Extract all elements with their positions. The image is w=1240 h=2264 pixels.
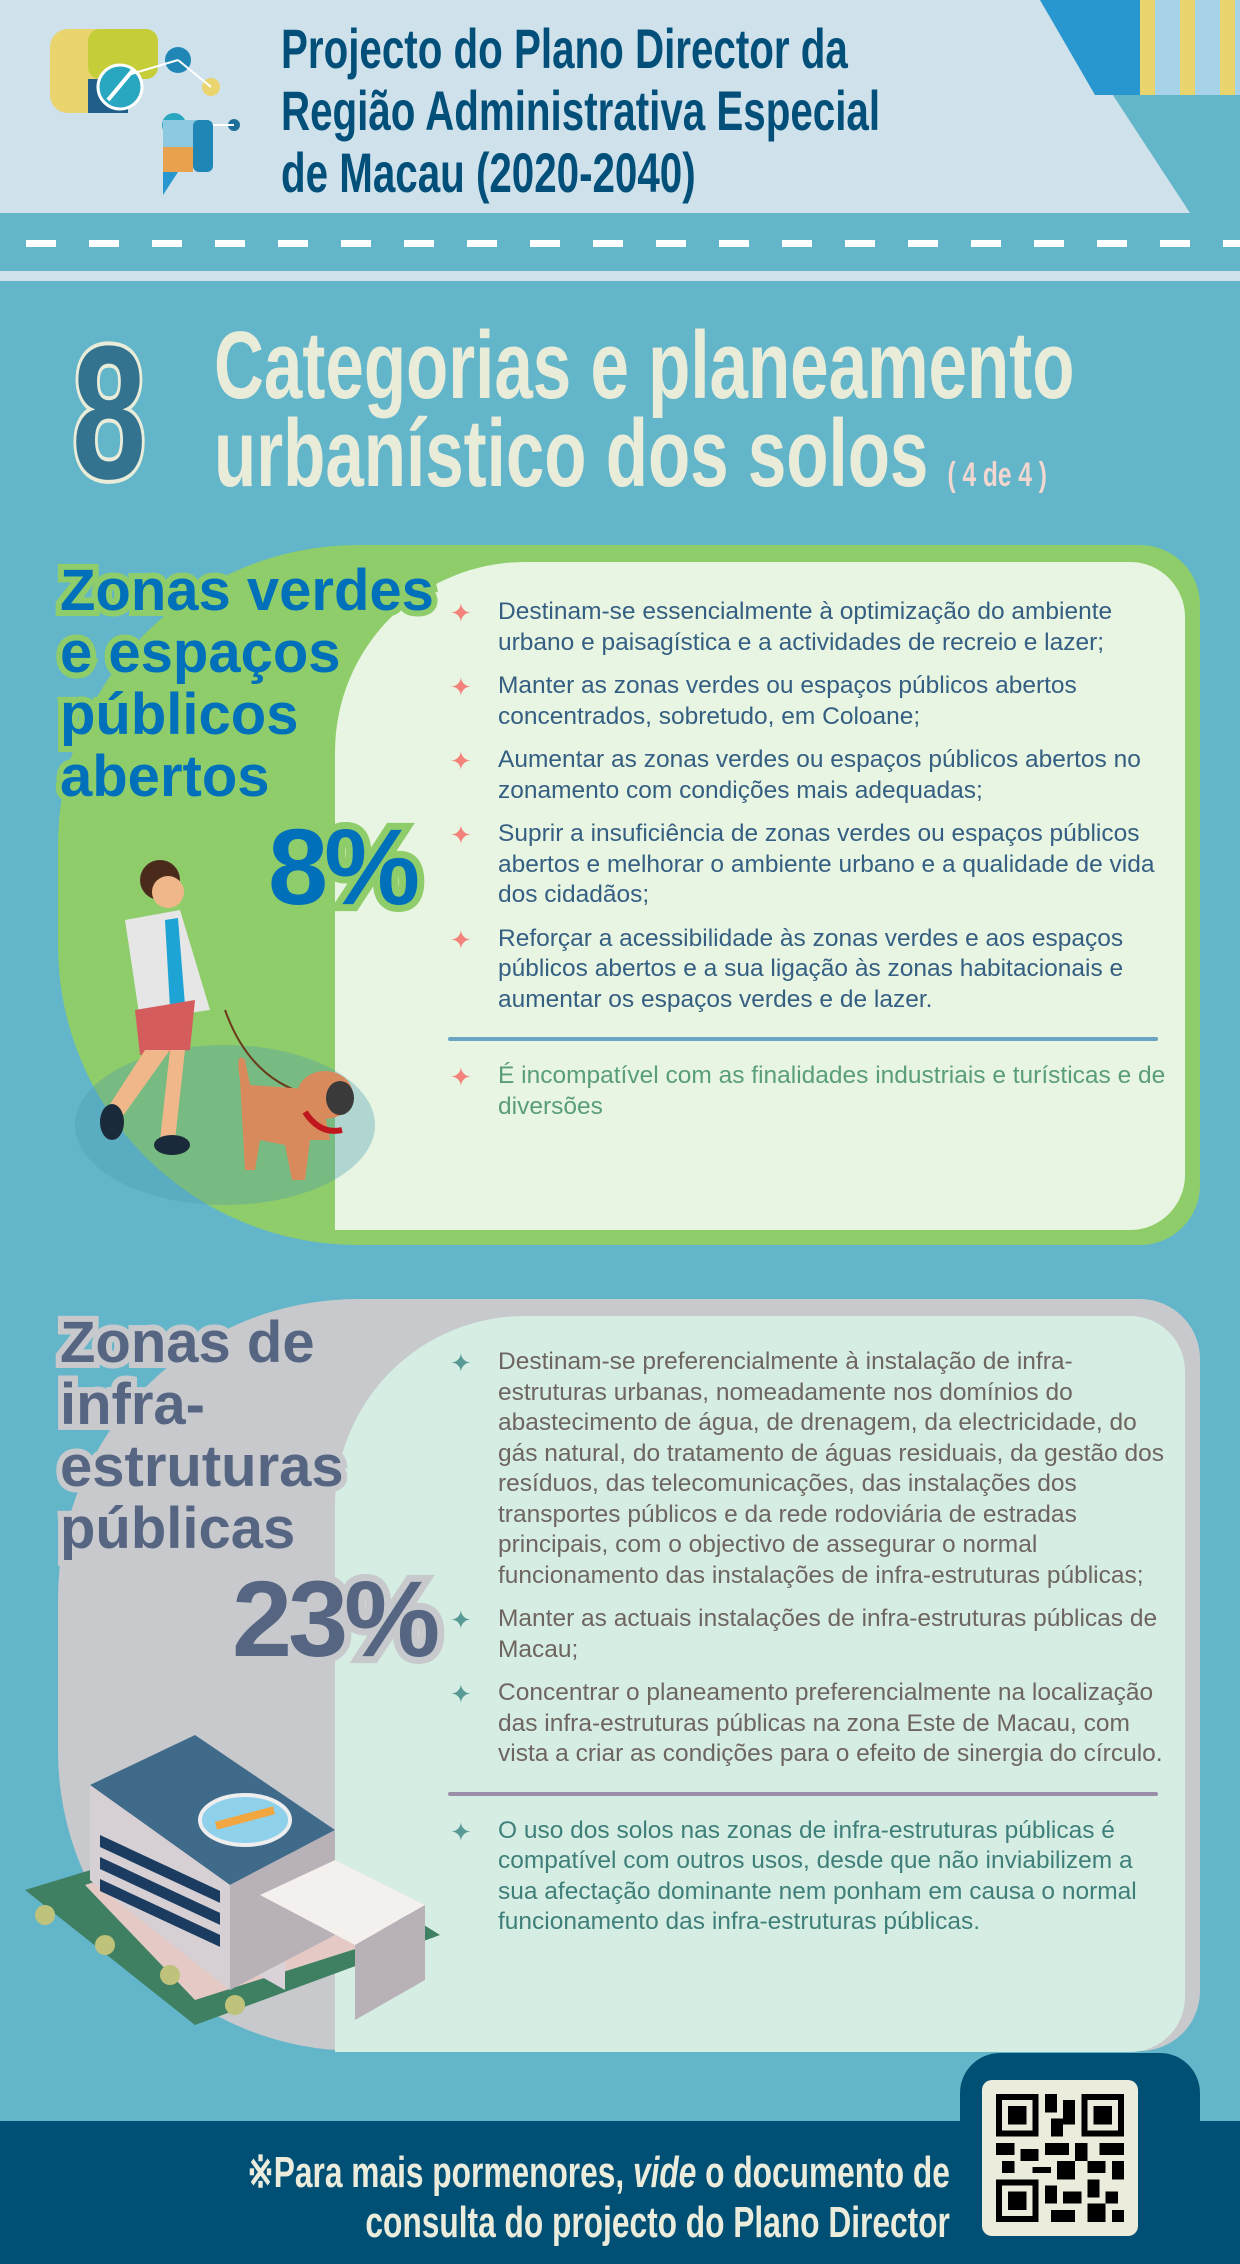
section-title-line: Categorias e planeamento: [214, 312, 1075, 419]
title-line: Projecto do Plano Director da: [281, 17, 848, 80]
road-dash: [656, 240, 686, 247]
sparkle-icon: ✦: [450, 1062, 472, 1092]
heading-line: infra-: [54, 1368, 211, 1442]
road-dash: [908, 240, 938, 247]
bullet-text: Concentrar o planeamento preferencialmen…: [498, 1679, 1163, 1767]
list-item: ✦ Manter as actuais instalações de infra-…: [450, 1604, 1170, 1665]
infra-zone-bullets: ✦ Destinam-se preferencialmente à instala…: [450, 1347, 1170, 1770]
footer-line-2: consulta do projecto do Plano Director: [365, 2198, 950, 2247]
road-dash: [719, 240, 749, 247]
road-dash: [152, 240, 182, 247]
sparkle-icon: ✦: [450, 1348, 472, 1378]
section-title: Categorias e planeamento urbanístico dos…: [214, 312, 1075, 519]
road-dash: [1223, 240, 1240, 247]
road-dash: [278, 240, 308, 247]
decorative-stripes-icon: [1040, 0, 1240, 213]
infra-zone-panel: [335, 1316, 1185, 2052]
infra-zone-heading: Zonas de infra- estruturas públicas: [54, 1306, 350, 1566]
road-dash: [971, 240, 1001, 247]
sparkle-icon: ✦: [450, 746, 472, 776]
sparkle-icon: ✦: [450, 1679, 472, 1709]
header: Projecto do Plano Director da Região Adm…: [0, 0, 1240, 213]
green-zone-percentage: 8%: [261, 805, 427, 929]
sparkle-icon: ✦: [450, 672, 472, 702]
green-zone-heading: Zonas verdes e espaços públicos abertos: [54, 554, 440, 814]
person-walking-dog-icon: [75, 860, 375, 1205]
list-item: ✦ Aumentar as zonas verdes ou espaços púb…: [450, 745, 1170, 806]
footer-line-1: ※Para mais pormenores, vide o documento …: [247, 2148, 950, 2198]
note-text: O uso dos solos nas zonas de infra-estru…: [498, 1816, 1137, 1936]
qr-code-pattern: [996, 2094, 1124, 2222]
green-zone-content: ✦ Destinam-se essencialmente à optimizaçã…: [448, 597, 1170, 1135]
bullet-text: Manter as actuais instalações de infra-e…: [498, 1605, 1158, 1663]
road-dash: [1034, 240, 1064, 247]
bullet-text: Destinam-se essencialmente à optimização…: [498, 598, 1113, 656]
road-dash: [845, 240, 875, 247]
road-dash: [1097, 240, 1127, 247]
heading-line: Zonas de: [54, 1306, 321, 1380]
sparkle-icon: ✦: [450, 1605, 472, 1635]
infrastructure-building-icon: [25, 1735, 440, 2025]
road-dash: [593, 240, 623, 247]
heading-line: abertos: [54, 740, 276, 814]
divider: [448, 1791, 1158, 1796]
sparkle-icon: ✦: [450, 598, 472, 628]
section-number: 8: [69, 307, 149, 519]
bullet-text: Manter as zonas verdes ou espaços públic…: [498, 672, 1077, 730]
sparkle-icon: ✦: [450, 1816, 472, 1847]
road-dash: [341, 240, 371, 247]
list-item: ✦ Suprir a insuficiência de zonas verdes …: [450, 819, 1170, 911]
heading-line: e espaços: [54, 616, 347, 690]
list-item: ✦ O uso dos solos nas zonas de infra-estr…: [450, 1816, 1170, 1938]
footer-note: ※Para mais pormenores, vide o documento …: [0, 2148, 950, 2248]
list-item: ✦ Concentrar o planeamento preferencialme…: [450, 1678, 1170, 1770]
page-title: Projecto do Plano Director da Região Adm…: [281, 18, 880, 204]
list-item: ✦ É incompatível com as finalidades indus…: [450, 1061, 1170, 1122]
note-text: É incompatível com as finalidades indust…: [498, 1062, 1166, 1120]
heading-line: Zonas verdes: [54, 554, 440, 628]
green-zone-panel: [335, 562, 1185, 1230]
footer-text: Para mais pormenores,: [273, 2148, 634, 2197]
footer-italic: vide: [633, 2148, 697, 2197]
list-item: ✦ Destinam-se preferencialmente à instala…: [450, 1347, 1170, 1591]
reference-mark: ※: [247, 2148, 274, 2197]
footer-text: o documento de: [696, 2148, 950, 2197]
road-dash: [89, 240, 119, 247]
divider: [0, 271, 1240, 281]
heading-line: públicas: [54, 1492, 301, 1566]
road-dash: [530, 240, 560, 247]
heading-line: públicos: [54, 678, 304, 752]
sparkle-icon: ✦: [450, 820, 472, 850]
list-item: ✦ Destinam-se essencialmente à optimizaçã…: [450, 597, 1170, 658]
road-dash: [467, 240, 497, 247]
road-divider: [0, 213, 1240, 271]
qr-code-icon[interactable]: [982, 2080, 1138, 2236]
title-line: Região Administrativa Especial: [281, 79, 881, 142]
list-item: ✦ Reforçar a acessibilidade às zonas verd…: [450, 924, 1170, 1016]
section-title-line: urbanístico dos solos: [214, 400, 929, 507]
road-dash: [1160, 240, 1190, 247]
bullet-text: Aumentar as zonas verdes ou espaços públ…: [498, 746, 1141, 804]
green-zone-bullets: ✦ Destinam-se essencialmente à optimizaçã…: [450, 597, 1170, 1015]
logo-icon: [50, 29, 240, 195]
bullet-text: Reforçar a acessibilidade às zonas verde…: [498, 924, 1124, 1013]
bullet-text: Suprir a insuficiência de zonas verdes o…: [498, 820, 1155, 908]
green-zone-note: ✦ É incompatível com as finalidades indus…: [450, 1061, 1170, 1122]
infra-zone-content: ✦ Destinam-se preferencialmente à instala…: [448, 1347, 1170, 1951]
infra-zone-percentage: 23%: [225, 1557, 447, 1681]
part-indicator: ( 4 de 4 ): [947, 456, 1047, 494]
title-line: de Macau (2020-2040): [281, 141, 696, 204]
heading-line: estruturas: [54, 1430, 350, 1504]
road-dash: [26, 240, 56, 247]
road-dash: [215, 240, 245, 247]
divider: [448, 1037, 1158, 1041]
list-item: ✦ Manter as zonas verdes ou espaços públi…: [450, 671, 1170, 732]
road-dash: [782, 240, 812, 247]
sparkle-icon: ✦: [450, 924, 472, 955]
bullet-text: Destinam-se preferencialmente à instalaç…: [498, 1348, 1165, 1589]
infra-zone-note: ✦ O uso dos solos nas zonas de infra-estr…: [450, 1816, 1170, 1938]
road-dash: [404, 240, 434, 247]
